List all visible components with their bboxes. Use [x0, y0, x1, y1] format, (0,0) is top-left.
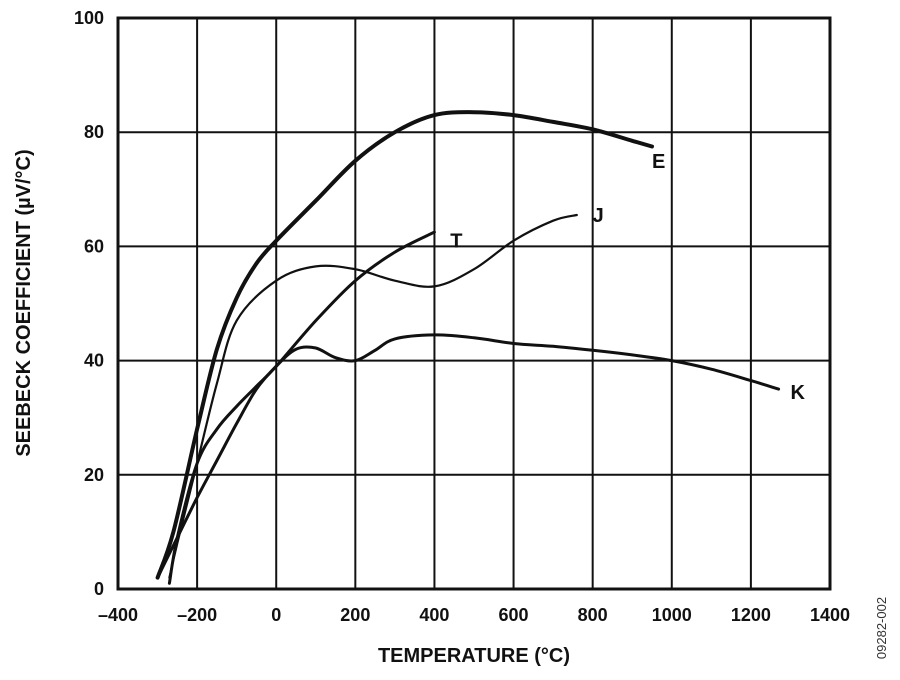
y-tick-label: 40 — [84, 351, 104, 371]
series-e-line — [155, 110, 654, 580]
x-tick-label: 800 — [578, 605, 608, 625]
series-e-label: E — [652, 151, 665, 173]
series-j-line — [168, 213, 578, 579]
plot-frame — [116, 16, 832, 591]
x-tick-label: –200 — [177, 605, 217, 625]
series-t-label: T — [450, 231, 462, 253]
x-tick-label: 400 — [419, 605, 449, 625]
grid-lines — [118, 18, 830, 589]
series-k-line — [156, 333, 781, 580]
series-labels: E J T K — [450, 151, 805, 404]
x-tick-label: 0 — [271, 605, 281, 625]
x-tick-label: –400 — [98, 605, 138, 625]
y-tick-label: 100 — [74, 8, 104, 28]
series-curves — [155, 110, 781, 585]
figure-id: 09282-002 — [874, 597, 889, 659]
x-tick-label: 200 — [340, 605, 370, 625]
x-tick-label: 600 — [499, 605, 529, 625]
y-axis-title: SEEBECK COEFFICIENT (µV/°C) — [13, 149, 35, 456]
y-tick-label: 60 — [84, 236, 104, 256]
y-tick-label: 0 — [94, 579, 104, 599]
y-tick-label: 80 — [84, 122, 104, 142]
x-tick-labels: –400 –200 0 200 400 600 800 1000 1200 1400 — [98, 605, 850, 625]
x-tick-label: 1000 — [652, 605, 692, 625]
y-tick-label: 20 — [84, 465, 104, 485]
series-k-label: K — [790, 382, 805, 404]
x-tick-label: 1400 — [810, 605, 850, 625]
y-tick-labels: 0 20 40 60 80 100 — [74, 8, 104, 599]
series-t-line — [167, 230, 436, 585]
x-axis-title: TEMPERATURE (°C) — [378, 645, 570, 667]
series-j-label: J — [593, 205, 604, 227]
x-tick-label: 1200 — [731, 605, 771, 625]
